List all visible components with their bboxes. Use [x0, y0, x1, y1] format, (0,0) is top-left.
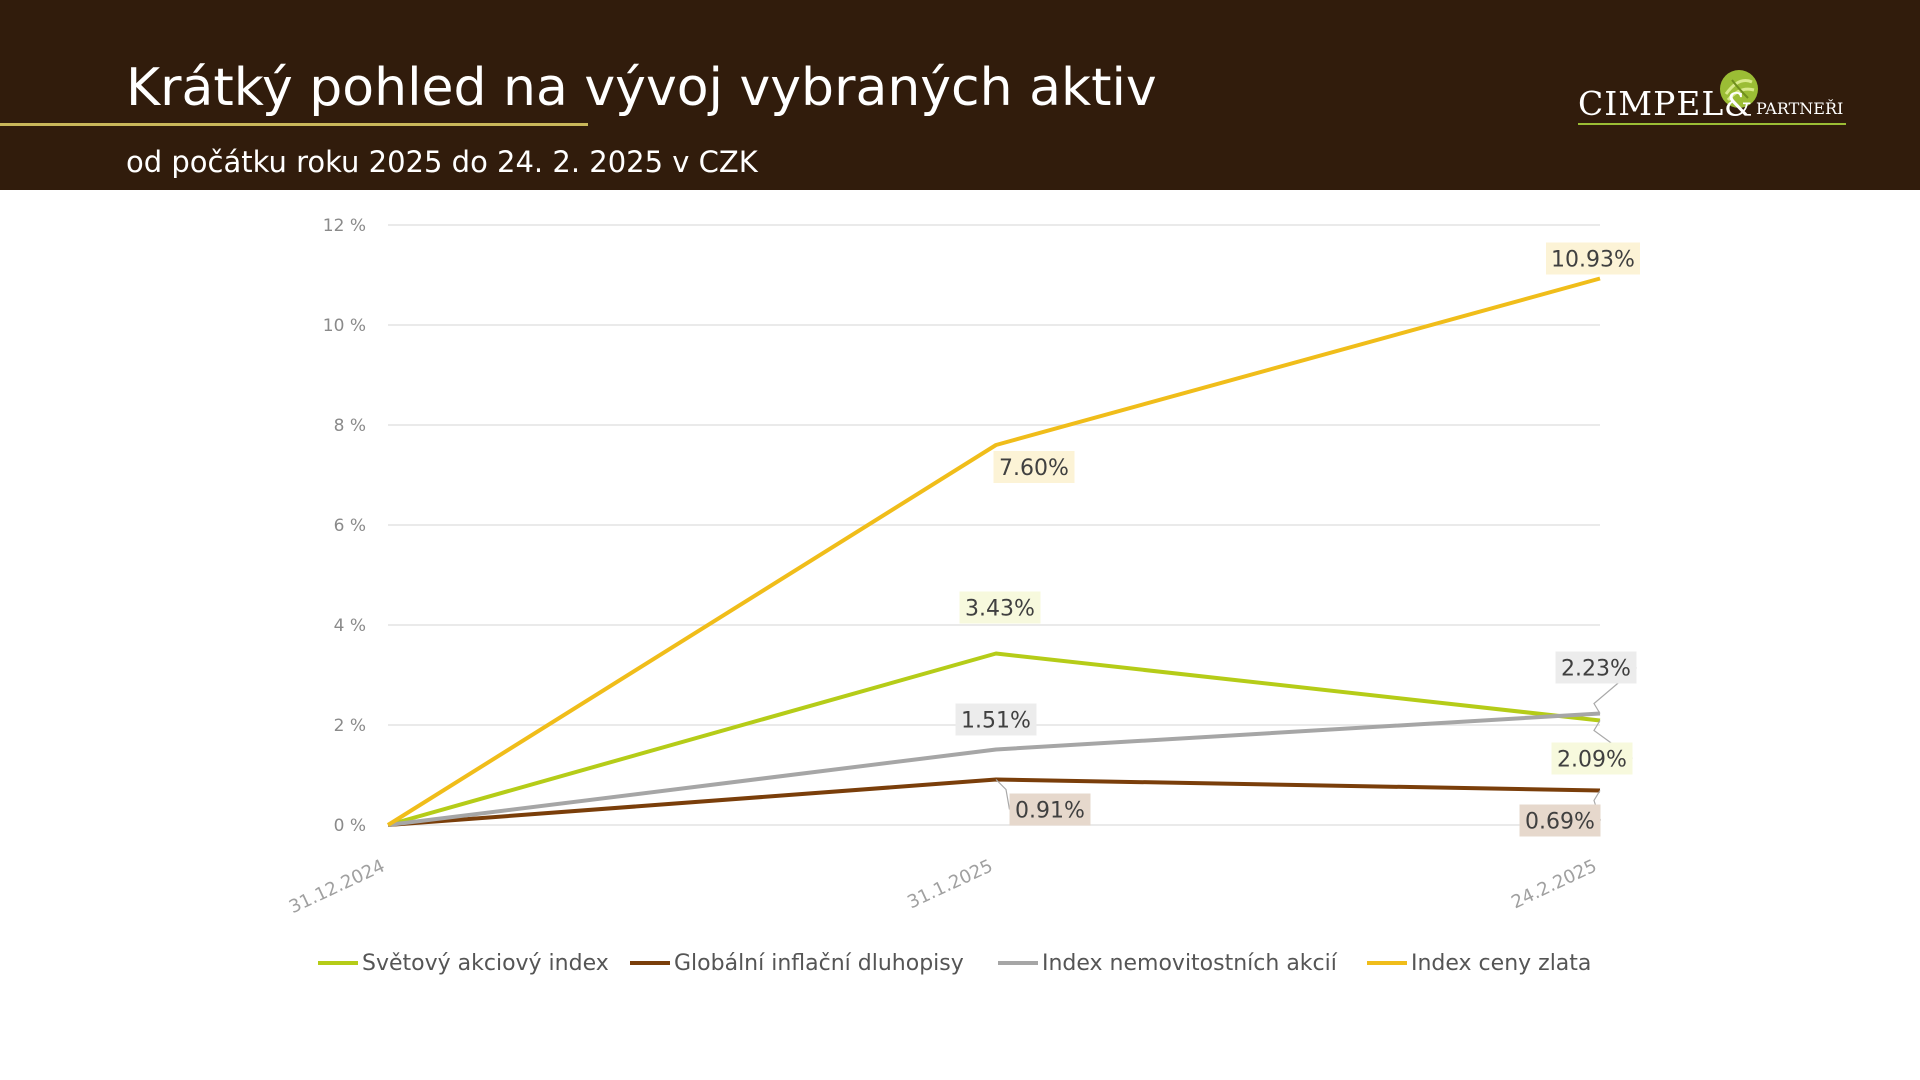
- legend-item: Světový akciový index: [318, 945, 609, 981]
- logo-underline: [1578, 123, 1846, 125]
- data-label-bg: [993, 451, 1075, 483]
- data-label: 10.93%: [1551, 248, 1635, 273]
- data-label: 0.91%: [1015, 799, 1085, 824]
- company-logo: CIMPEL & PARTNEŘI: [1578, 68, 1848, 128]
- data-label-bg: [955, 703, 1037, 736]
- series-line: [387, 651, 1601, 827]
- data-label: 0.69%: [1525, 810, 1595, 835]
- legend-item: Globální inflační dluhopisy: [630, 945, 964, 981]
- y-tick-label: 0 %: [334, 816, 366, 836]
- data-label: 2.23%: [1561, 657, 1631, 682]
- data-label-bg: [1555, 651, 1637, 684]
- legend-item: Index nemovitostních akcií: [998, 945, 1337, 981]
- legend-item: Index ceny zlata: [1367, 945, 1591, 981]
- series-line: [387, 711, 1601, 827]
- legend-swatch: [318, 961, 358, 965]
- legend-swatch: [998, 961, 1038, 965]
- data-label-bg: [1519, 804, 1601, 837]
- data-label-bg: [959, 591, 1041, 624]
- legend-label: Světový akciový index: [362, 950, 609, 976]
- page-subtitle: od počátku roku 2025 do 24. 2. 2025 v CZ…: [126, 145, 758, 179]
- legend-swatch: [630, 961, 670, 965]
- y-tick-label: 8 %: [334, 416, 366, 436]
- data-label: 2.09%: [1557, 748, 1627, 773]
- data-label: 7.60%: [999, 456, 1069, 481]
- y-tick-label: 4 %: [334, 616, 366, 636]
- x-tick-label: 24.2.2025: [1508, 855, 1600, 913]
- data-label-bg: [1551, 742, 1633, 775]
- logo-ampersand: &: [1724, 86, 1753, 124]
- x-tick-label: 31.12.2024: [286, 855, 388, 918]
- legend-swatch: [1367, 961, 1407, 965]
- header-bar: Krátký pohled na vývoj vybraných aktiv o…: [0, 0, 1920, 190]
- chart-legend: Světový akciový index Globální inflační d…: [0, 945, 1920, 985]
- title-underline: [0, 123, 588, 126]
- legend-label: Index ceny zlata: [1411, 950, 1592, 976]
- logo-sub-text: PARTNEŘI: [1756, 99, 1844, 118]
- x-tick-label: 31.1.2025: [904, 855, 996, 913]
- logo-main-text: CIMPEL: [1578, 84, 1725, 123]
- data-label-bg: [1009, 793, 1091, 826]
- legend-label: Globální inflační dluhopisy: [674, 950, 964, 976]
- page-title: Krátký pohled na vývoj vybraných aktiv: [126, 58, 1157, 118]
- series-line: [386, 276, 1601, 827]
- legend-label: Index nemovitostních akcií: [1042, 950, 1337, 976]
- label-leader-line: [995, 779, 1011, 810]
- leaf-icon: [1720, 70, 1758, 108]
- y-tick-label: 6 %: [334, 516, 366, 536]
- y-tick-label: 2 %: [334, 716, 366, 736]
- line-chart: 0 % 2 % 4 % 6 % 8 % 10 % 12 % 31.12.2024 31.1.20…: [286, 216, 1640, 918]
- data-label: 3.43%: [965, 597, 1035, 622]
- y-tick-label: 12 %: [323, 216, 366, 236]
- data-label-bg: [1546, 242, 1640, 275]
- data-label: 1.51%: [961, 709, 1031, 734]
- y-tick-label: 10 %: [323, 316, 366, 336]
